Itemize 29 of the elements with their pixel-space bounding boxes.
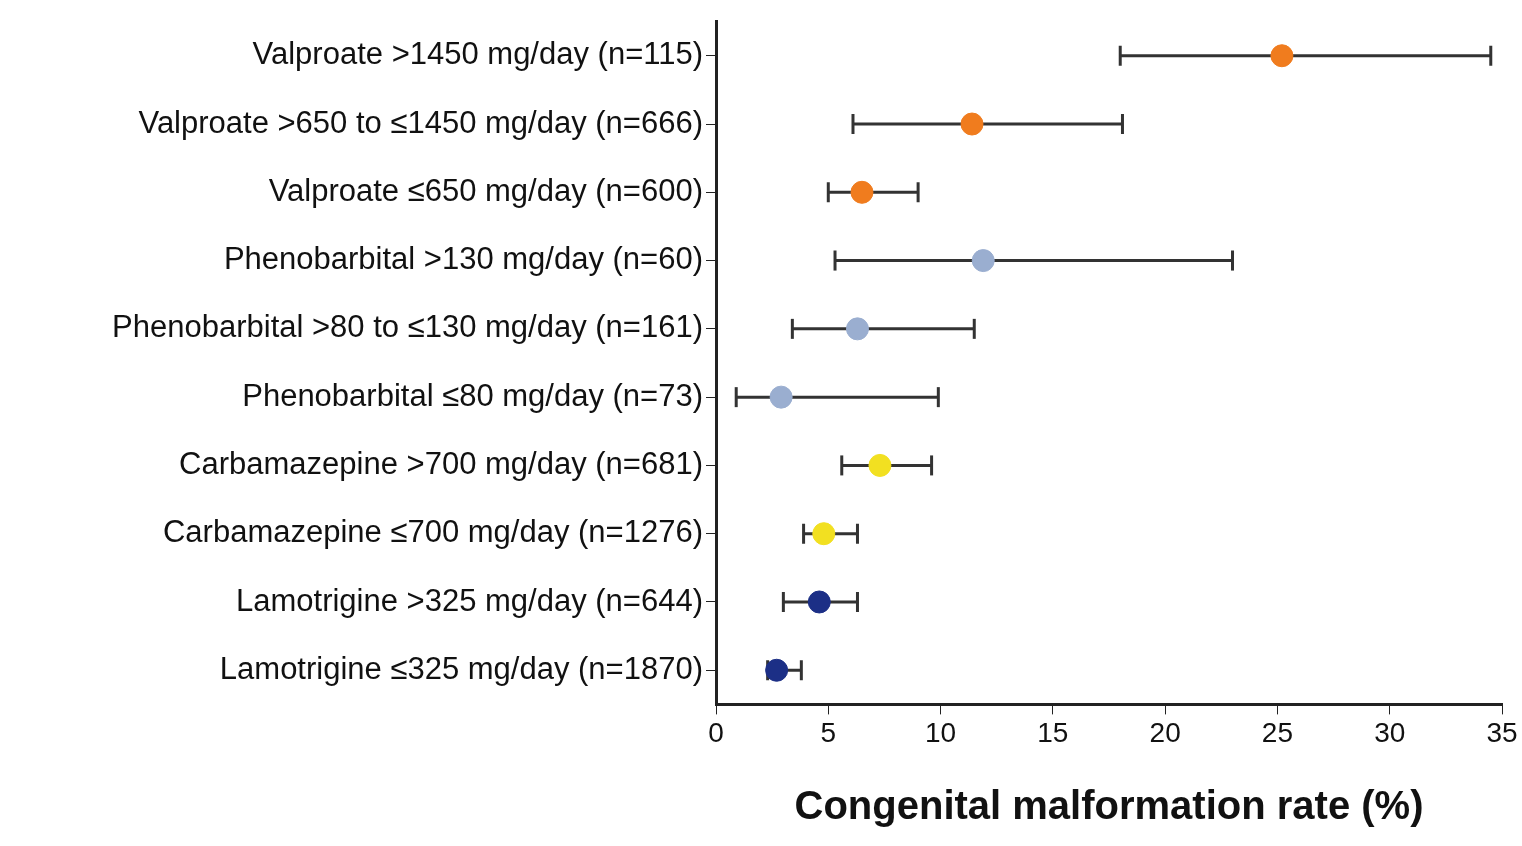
x-tick-label: 5 [820,716,837,748]
x-tick-label: 20 [1149,716,1181,748]
y-tick-label: Lamotrigine ≤325 mg/day (n=1870) [219,650,703,686]
point [868,453,892,477]
point [971,249,995,273]
y-tick-label: Phenobarbital ≤80 mg/day (n=73) [242,377,703,413]
x-tick-label: 10 [924,716,957,748]
point [769,385,793,409]
x-tick-label: 30 [1374,716,1406,748]
x-tick-label: 15 [1037,716,1069,748]
y-tick-label: Phenobarbital >130 mg/day (n=60) [223,241,703,277]
point [960,112,984,136]
y-tick-label: Carbamazepine ≤700 mg/day (n=1276) [162,514,703,550]
y-tick-label: Valproate >650 to ≤1450 mg/day (n=666) [138,104,703,140]
point [845,317,869,341]
y-tick-label: Valproate >1450 mg/day (n=115) [252,36,703,72]
point [812,522,836,546]
point [807,590,831,614]
point [850,180,874,204]
x-axis-title: Congenital malformation rate (%) [794,783,1424,828]
y-tick-label: Valproate ≤650 mg/day (n=600) [268,172,703,208]
point [765,658,789,682]
y-tick-label: Lamotrigine >325 mg/day (n=644) [235,582,703,618]
point [1270,44,1294,68]
x-tick-label: 25 [1261,716,1294,748]
x-tick-label: 35 [1486,716,1518,748]
x-tick-label: 0 [708,716,724,748]
y-tick-label: Phenobarbital >80 to ≤130 mg/day (n=161) [112,309,703,345]
y-tick-label: Carbamazepine >700 mg/day (n=681) [179,445,703,481]
